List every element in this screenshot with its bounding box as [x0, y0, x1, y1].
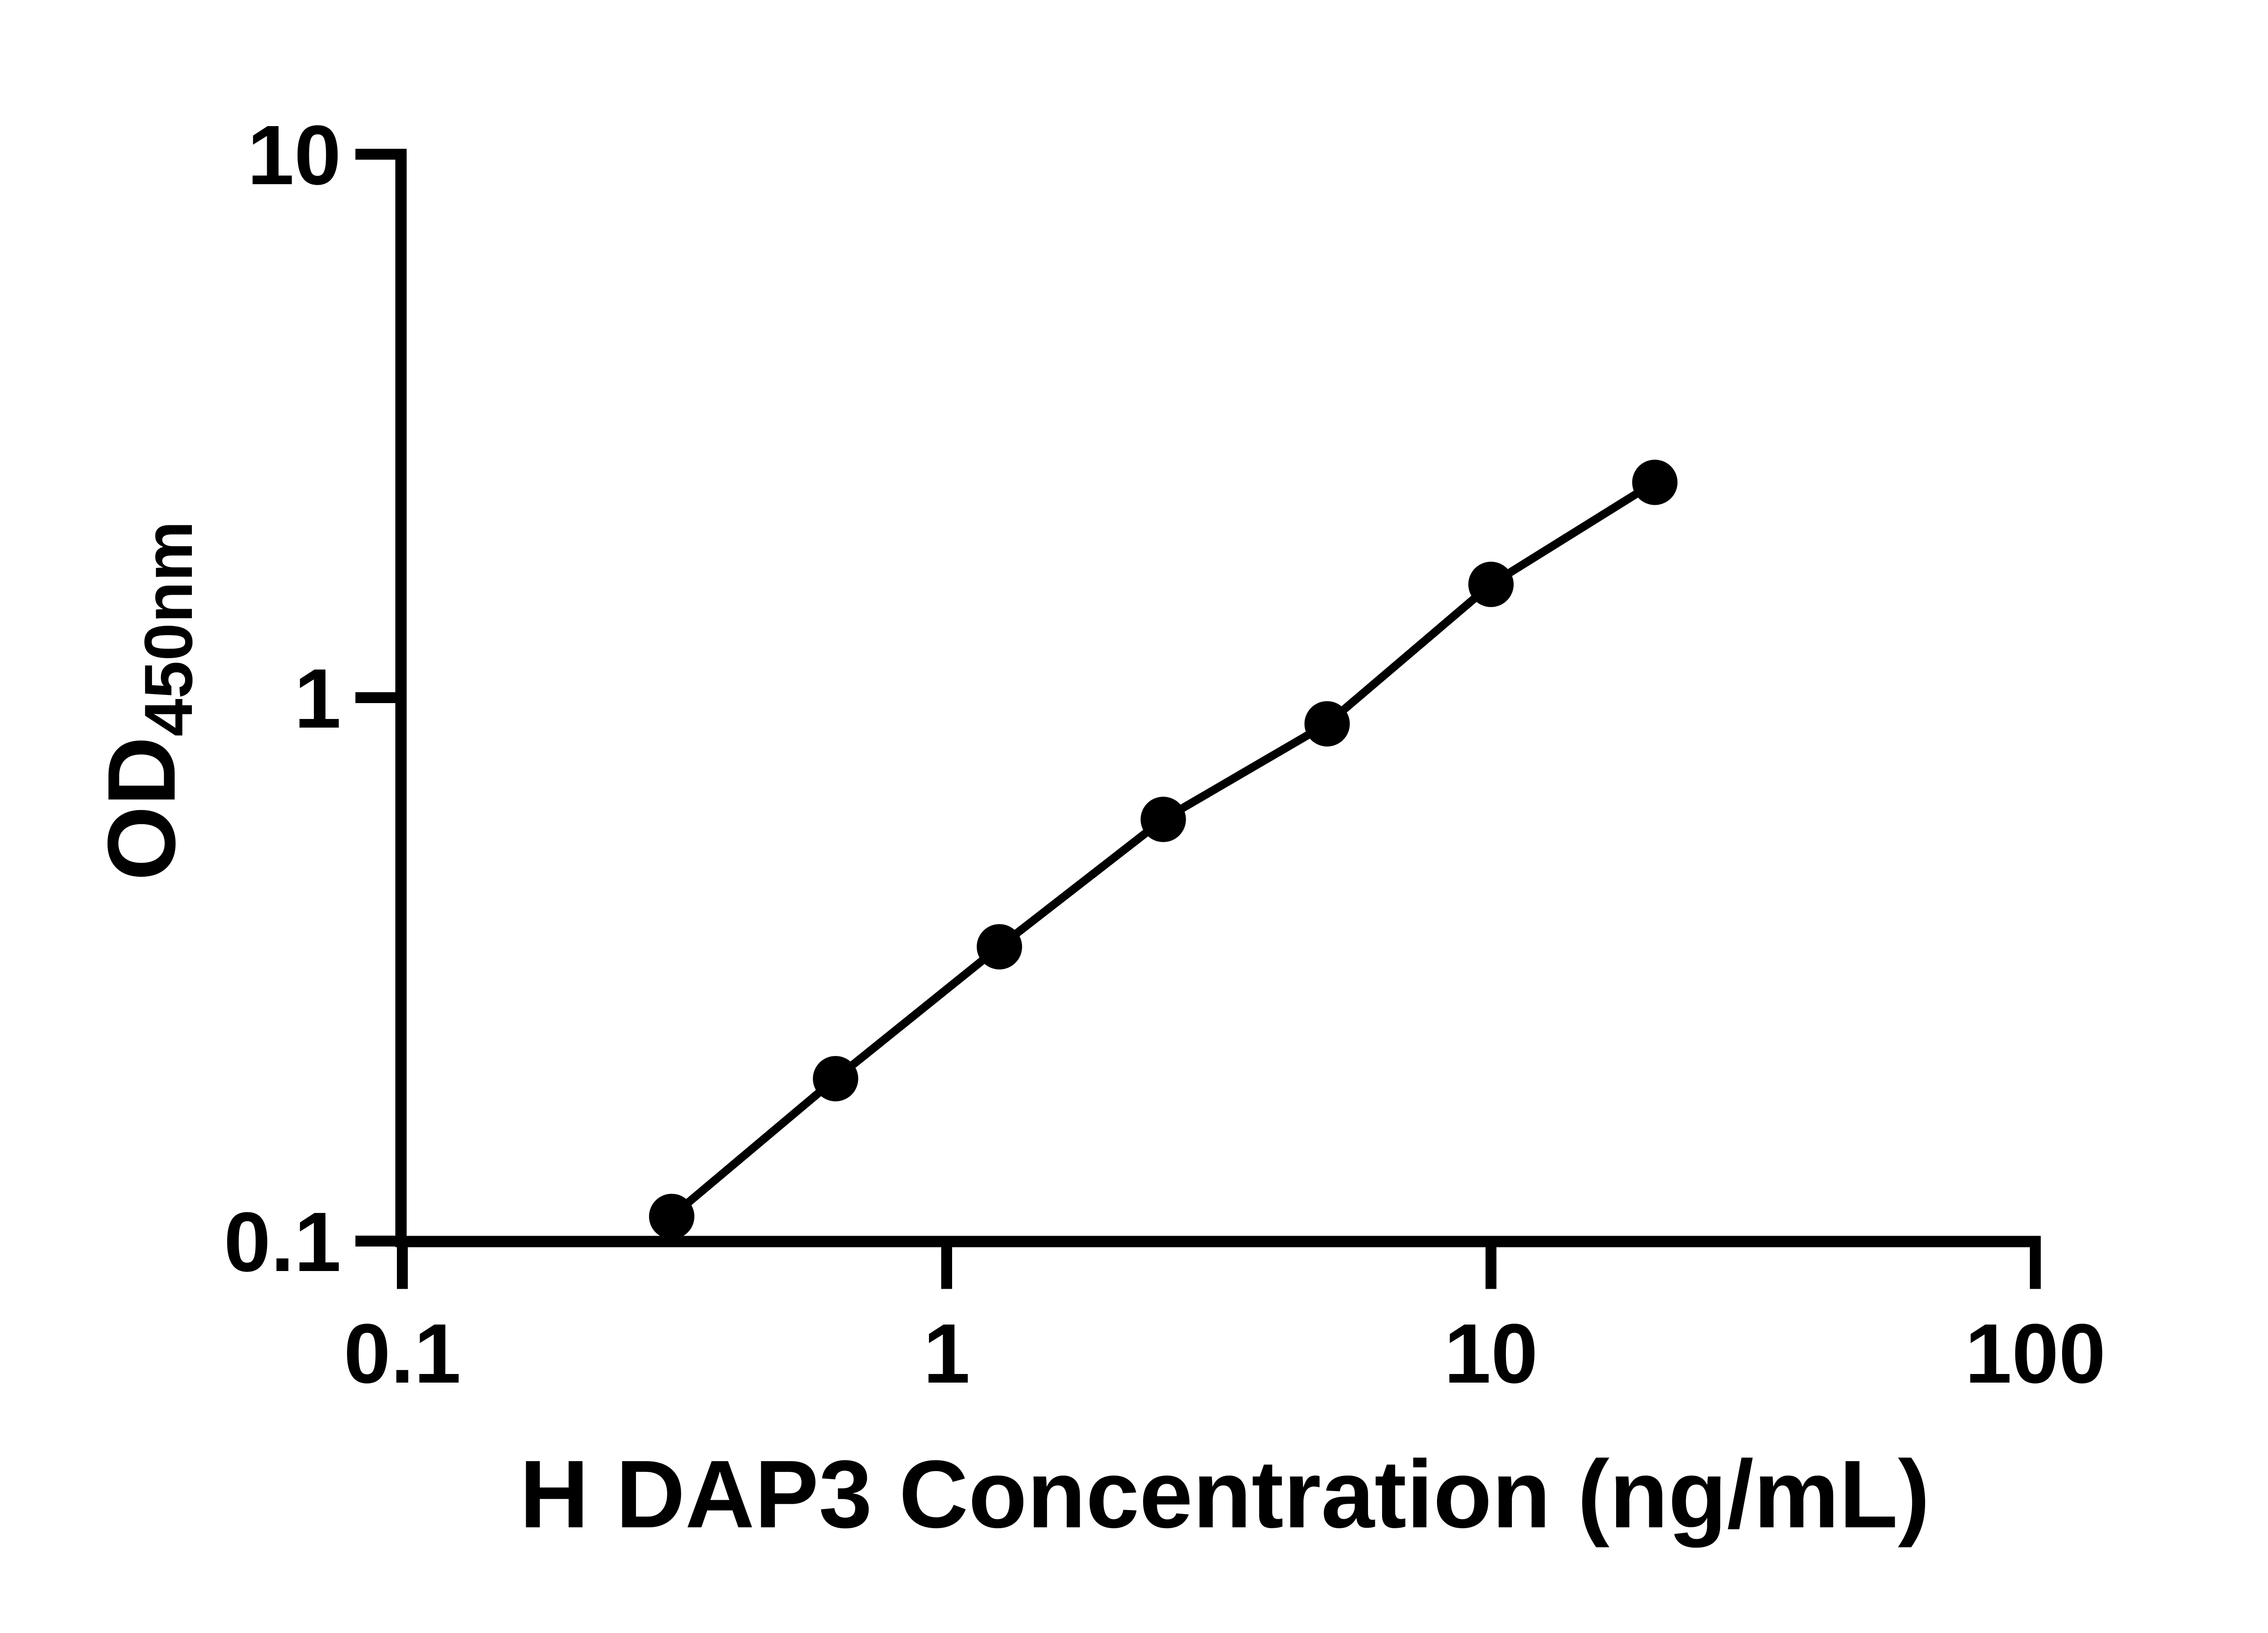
y-axis-title-subscript: 450nm — [130, 521, 206, 736]
axes-layer: 0.1 1 10 0.1 1 10 100 — [224, 108, 2106, 1401]
y-tick-label: 10 — [247, 108, 341, 202]
data-point-marker — [1140, 797, 1186, 842]
data-series-layer — [649, 460, 1678, 1239]
data-point-marker — [649, 1193, 694, 1239]
data-point-marker — [813, 1056, 859, 1101]
x-axis-title: H DAP3 Concentration (ng/mL) — [519, 1440, 1930, 1548]
data-point-marker — [1304, 701, 1350, 747]
data-point-marker — [1632, 460, 1678, 505]
y-tick-label: 0.1 — [224, 1195, 341, 1289]
y-axis-title-main: OD — [88, 737, 195, 881]
data-point-marker — [977, 924, 1022, 970]
x-tick-label: 10 — [1444, 1307, 1538, 1401]
x-tick-label: 1 — [923, 1307, 970, 1401]
y-axis-title: OD450nm — [88, 521, 206, 880]
x-tick-label: 0.1 — [344, 1307, 461, 1401]
y-tick-label: 1 — [294, 652, 341, 746]
data-point-marker — [1468, 562, 1514, 607]
x-tick-label: 100 — [1965, 1307, 2106, 1401]
